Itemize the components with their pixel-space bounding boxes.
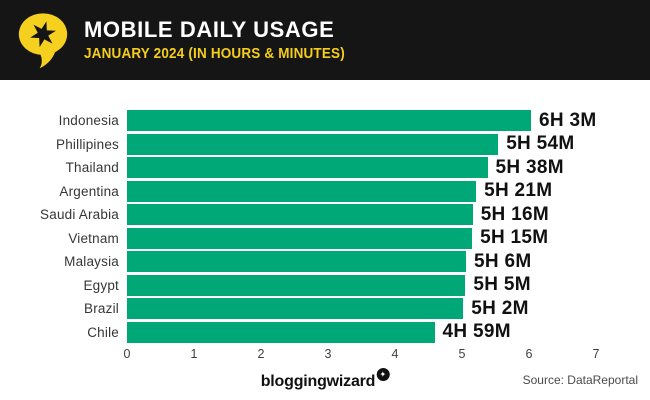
x-axis-tick: 2 (257, 347, 265, 361)
bar-chart: Indonesia 6H 3M Phillipines 5H 54M Thailand 5… (0, 80, 650, 365)
speech-bubble-star-logo-icon (18, 13, 68, 69)
value-label: 5H 5M (473, 274, 531, 296)
brand-logo: bloggingwizard ✦ (260, 368, 390, 391)
value-label: 4H 59M (442, 321, 511, 343)
chart-row: Indonesia 6H 3M (0, 109, 650, 133)
value-label: 5H 2M (471, 297, 529, 319)
value-label: 5H 21M (484, 180, 553, 202)
x-axis-tick: 6 (525, 347, 533, 361)
bar (127, 180, 477, 202)
bar (127, 157, 488, 179)
chart-row: Vietnam 5H 15M (0, 227, 650, 251)
chart-row: Malaysia 5H 6M (0, 250, 650, 274)
x-axis-tick: 4 (391, 347, 399, 361)
x-axis-tick: 0 (123, 347, 131, 361)
category-label: Egypt (83, 277, 119, 293)
chart-rows: Indonesia 6H 3M Phillipines 5H 54M Thailand 5… (0, 80, 650, 344)
value-label: 5H 15M (480, 227, 549, 249)
x-axis-tick: 1 (190, 347, 198, 361)
chart-row: Chile 4H 59M (0, 321, 650, 345)
bar (127, 251, 466, 273)
value-label: 5H 54M (506, 133, 575, 155)
category-label: Phillipines (56, 136, 119, 152)
chart-row: Brazil 5H 2M (0, 297, 650, 321)
value-label: 5H 38M (495, 156, 564, 178)
chart-row: Saudi Arabia 5H 16M (0, 203, 650, 227)
page-title: MOBILE DAILY USAGE (84, 17, 335, 43)
page-subtitle: JANUARY 2024 (IN HOURS & MINUTES) (84, 45, 345, 62)
chart-row: Argentina 5H 21M (0, 180, 650, 204)
category-label: Argentina (59, 183, 119, 199)
value-label: 5H 16M (480, 203, 550, 225)
header-text: MOBILE DAILY USAGE JANUARY 2024 (IN HOUR… (84, 17, 365, 62)
category-label: Malaysia (64, 254, 119, 270)
bar (127, 298, 464, 320)
x-axis: 0 1 2 3 4 5 6 7 (123, 347, 600, 365)
bar (127, 110, 531, 132)
x-axis-tick: 7 (592, 347, 600, 361)
chart-row: Phillipines 5H 54M (0, 133, 650, 157)
bar (127, 274, 466, 296)
header: MOBILE DAILY USAGE JANUARY 2024 (IN HOUR… (0, 0, 650, 80)
brand-text: bloggingwizard (260, 373, 376, 390)
bar (127, 204, 473, 226)
category-label: Indonesia (58, 113, 119, 129)
bar (127, 133, 499, 155)
x-axis-tick: 3 (324, 347, 332, 361)
category-label: Vietnam (68, 230, 119, 246)
brand-star-badge-icon: ✦ (376, 368, 390, 381)
value-label: 6H 3M (539, 109, 597, 131)
category-label: Thailand (65, 160, 119, 176)
category-label: Chile (87, 324, 119, 340)
bar (127, 321, 435, 343)
category-label: Brazil (84, 301, 119, 317)
chart-row: Egypt 5H 5M (0, 274, 650, 298)
x-axis-tick: 5 (458, 347, 466, 361)
bar (127, 227, 473, 249)
source-credit: Source: DataReportal (522, 373, 638, 387)
category-label: Saudi Arabia (40, 207, 119, 223)
value-label: 5H 6M (474, 250, 532, 272)
chart-row: Thailand 5H 38M (0, 156, 650, 180)
